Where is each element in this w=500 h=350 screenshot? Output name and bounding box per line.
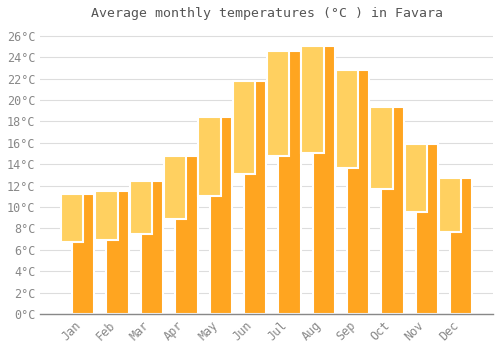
Bar <box>302 46 324 153</box>
Bar <box>244 81 266 314</box>
Bar <box>198 117 220 196</box>
Bar <box>61 194 83 242</box>
Bar <box>267 51 289 156</box>
Bar <box>141 181 163 314</box>
Title: Average monthly temperatures (°C ) in Favara: Average monthly temperatures (°C ) in Fa… <box>90 7 442 20</box>
Bar <box>450 178 472 314</box>
Bar <box>312 46 335 314</box>
Bar <box>96 191 118 240</box>
Bar <box>336 70 358 168</box>
Bar <box>439 178 462 232</box>
Bar <box>370 106 392 189</box>
Bar <box>347 70 370 314</box>
Bar <box>210 117 232 314</box>
Bar <box>106 191 129 314</box>
Bar <box>232 81 255 174</box>
Bar <box>404 144 427 212</box>
Bar <box>278 51 300 314</box>
Bar <box>175 156 198 314</box>
Bar <box>416 144 438 314</box>
Bar <box>72 194 94 314</box>
Bar <box>164 156 186 219</box>
Bar <box>130 181 152 235</box>
Bar <box>382 106 404 314</box>
